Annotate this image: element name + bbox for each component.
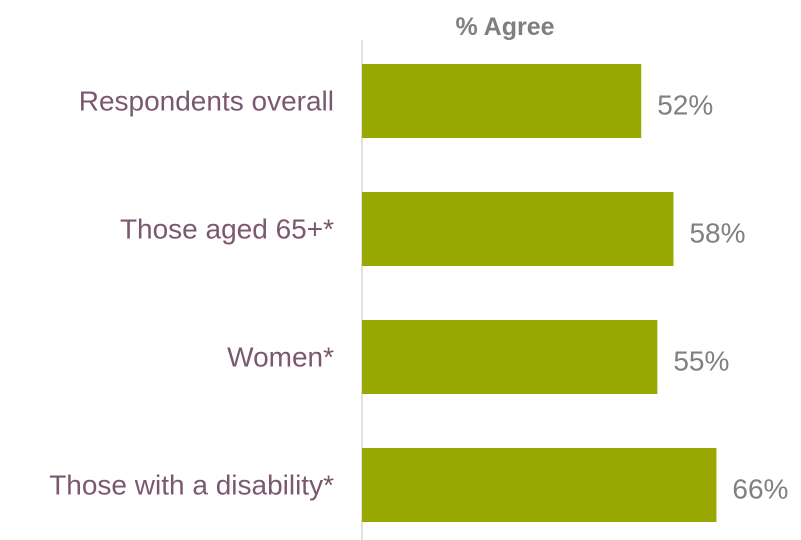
value-label-3: 55% <box>673 346 729 377</box>
bar-1 <box>362 64 642 138</box>
bar-2 <box>362 192 674 266</box>
category-label-1: Respondents overall <box>79 86 334 117</box>
value-label-4: 66% <box>732 474 788 505</box>
bar-3 <box>362 320 658 394</box>
bars-group: Respondents overall 52% Those aged 65+* 58%… <box>49 64 788 522</box>
chart-title: % Agree <box>455 13 554 41</box>
value-label-2: 58% <box>689 218 745 249</box>
category-label-2: Those aged 65+* <box>120 214 334 245</box>
value-label-1: 52% <box>657 90 713 121</box>
category-label-4: Those with a disability* <box>49 470 334 501</box>
category-label-3: Women* <box>227 342 334 373</box>
bar-4 <box>362 448 717 522</box>
